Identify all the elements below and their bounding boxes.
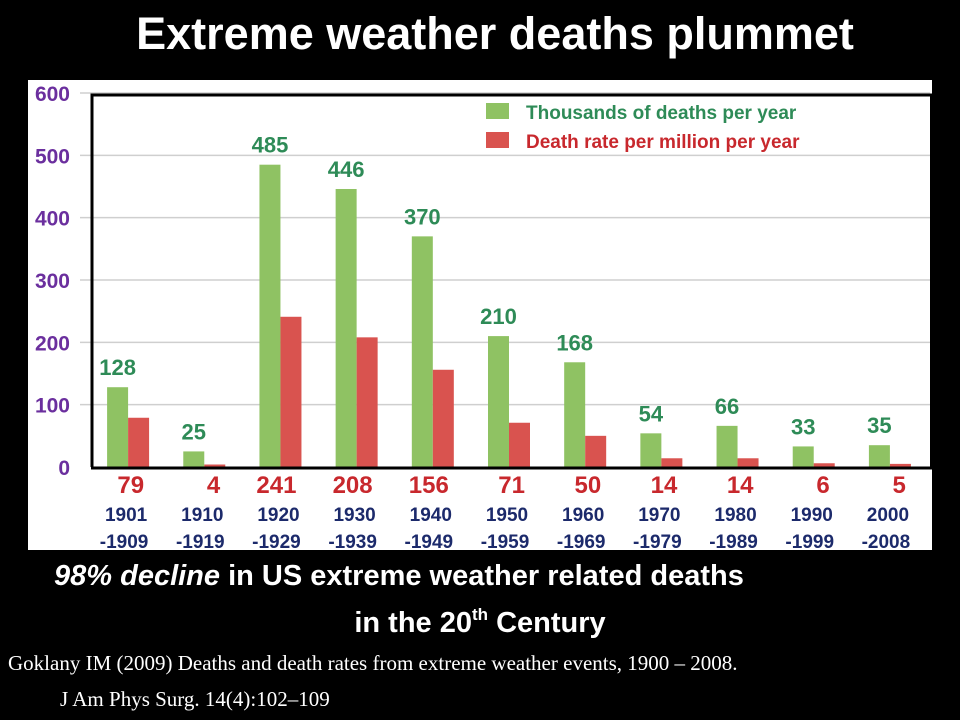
x-tick-label-end: -2008 [862,532,911,550]
x-tick-label-start: 1920 [257,505,299,526]
data-label-death-rate: 6 [816,472,829,499]
bar-death-rate [128,417,150,467]
x-tick-label-start: 1950 [486,505,528,526]
bar-death-rate [356,337,378,467]
x-tick-label-end: -1939 [328,532,377,550]
x-tick-label-start: 1960 [562,505,604,526]
plot-frame [90,93,932,467]
data-label-death-rate: 208 [333,472,373,499]
legend-label-thousands: Thousands of deaths per year [526,103,797,124]
data-label-death-rate: 14 [651,472,678,499]
subtitle-emphasis: 98% decline [54,560,221,592]
bar-thousands-of-deaths [488,336,509,467]
y-tick-label: 500 [35,145,70,168]
x-tick-label-start: 1970 [638,505,680,526]
bar-thousands-of-deaths [411,236,433,467]
y-tick-label: 0 [58,457,70,480]
citation-line-2: J Am Phys Surg. 14(4):102–109 [60,687,330,711]
data-label-thousands: 66 [715,394,739,419]
bar-thousands-of-deaths [259,164,281,467]
data-label-death-rate: 156 [409,472,449,499]
x-tick-label-start: 1990 [791,505,833,526]
y-tick-label: 400 [35,208,70,231]
data-label-death-rate: 14 [727,472,754,499]
data-label-thousands: 370 [404,204,441,229]
x-tick-label-end: -1979 [633,532,682,550]
x-tick-label-start: 1901 [105,505,148,526]
subtitle-line2-prefix: in the 20 [354,607,472,639]
bar-death-rate [889,463,911,467]
bar-death-rate [204,464,226,467]
y-tick-label: 300 [35,270,70,293]
bar-death-rate [280,316,302,467]
bar-death-rate [509,422,530,467]
data-label-thousands: 35 [867,413,891,438]
data-label-death-rate: 79 [117,472,144,499]
bar-thousands-of-deaths [183,451,205,467]
subtitle-line-1: 98% decline in US extreme weather relate… [54,560,744,593]
data-label-thousands: 25 [182,419,206,444]
data-label-death-rate: 4 [207,472,221,499]
x-tick-label-start: 2000 [867,505,909,526]
x-tick-label-end: -1959 [481,532,530,550]
legend-swatch-death-rate [486,132,509,148]
subtitle-line-2: in the 20th Century [0,605,960,640]
x-tick-label-start: 1940 [410,505,452,526]
data-label-thousands: 446 [328,157,365,182]
x-tick-label-end: -1929 [252,532,301,550]
data-label-death-rate: 241 [256,472,296,499]
bar-thousands-of-deaths [107,387,129,467]
subtitle-rest: in US extreme weather related deaths [220,560,744,592]
y-tick-label: 600 [35,83,70,106]
x-tick-label-end: -1909 [100,532,149,550]
bar-death-rate [661,458,683,467]
bar-thousands-of-deaths [868,445,890,467]
data-label-death-rate: 5 [893,472,906,499]
subtitle-line2-suffix: Century [488,607,606,639]
legend-swatch-thousands [486,103,509,119]
data-label-thousands: 485 [252,133,289,158]
bar-death-rate [737,458,759,467]
subtitle-superscript: th [471,605,489,624]
x-tick-label-end: -1919 [176,532,225,550]
bar-chart: 0 100 200 300 400 500 600 128 79 1901 -1909 25 4 1910… [35,83,932,550]
data-label-death-rate: 50 [574,472,601,499]
legend-label-death-rate: Death rate per million per year [526,132,800,153]
data-label-thousands: 210 [480,304,517,329]
bar-thousands-of-deaths [640,433,662,467]
data-label-thousands: 128 [99,355,136,380]
bar-thousands-of-deaths [335,188,357,467]
bar-thousands-of-deaths [716,425,738,467]
slide-title: Extreme weather deaths plummet [136,8,854,59]
x-tick-label-start: 1980 [714,505,756,526]
x-tick-label-end: -1949 [405,532,454,550]
bar-thousands-of-deaths [564,362,586,467]
data-label-thousands: 168 [556,330,593,355]
x-tick-label-start: 1910 [181,505,223,526]
data-label-death-rate: 71 [498,472,525,499]
data-label-thousands: 33 [791,414,815,439]
chart-panel: 0 100 200 300 400 500 600 128 79 1901 -1909 25 4 1910… [28,80,932,550]
y-tick-label: 100 [35,395,70,418]
x-tick-label-start: 1930 [333,505,375,526]
data-label-thousands: 54 [639,401,664,426]
x-tick-label-end: -1999 [785,532,834,550]
bar-death-rate [432,369,454,467]
x-tick-label-end: -1969 [557,532,606,550]
bar-death-rate [585,435,607,467]
bar-death-rate [813,463,835,467]
bar-thousands-of-deaths [792,446,814,467]
citation-line-1: Goklany IM (2009) Deaths and death rates… [8,651,738,675]
y-tick-label: 200 [35,332,70,355]
x-tick-label-end: -1989 [709,532,758,550]
